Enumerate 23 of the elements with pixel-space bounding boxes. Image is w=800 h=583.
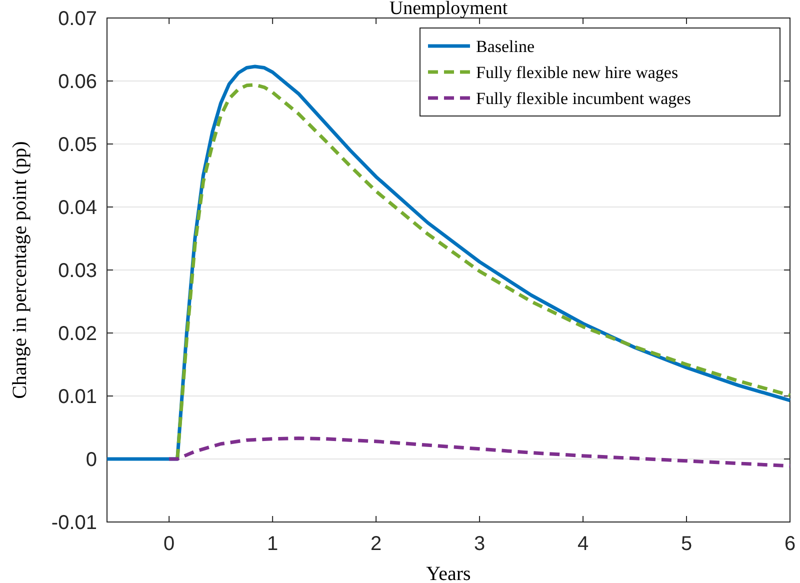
y-tick-label: 0 [86,449,97,471]
x-tick-label: 4 [577,533,589,555]
x-tick-label: 3 [474,533,486,555]
x-axis-title: Years [426,563,472,583]
chart-title: Unemployment [389,0,508,19]
y-tick-label: 0.07 [58,8,97,30]
x-tick-label: 5 [680,533,692,555]
x-tick-label: 1 [267,533,278,555]
x-tick-label: 0 [164,533,175,555]
y-tick-label: 0.02 [58,323,97,345]
y-tick-label: 0.04 [58,197,97,219]
line-series [167,436,792,468]
y-tick-label: 0.06 [58,71,97,93]
y-axis-title: Change in percentage point (pp) [9,141,31,399]
legend-label: Fully flexible new hire wages [476,63,678,82]
y-tick-label: -0.01 [51,512,97,534]
y-tick-label: 0.03 [58,260,97,282]
x-tick-label: 6 [784,533,796,555]
x-tick-label: 2 [370,533,382,555]
legend-label: Fully flexible incumbent wages [476,89,691,108]
y-tick-label: 0.01 [58,386,97,408]
y-tick-label: 0.05 [58,134,97,156]
legend-label: Baseline [476,37,535,56]
